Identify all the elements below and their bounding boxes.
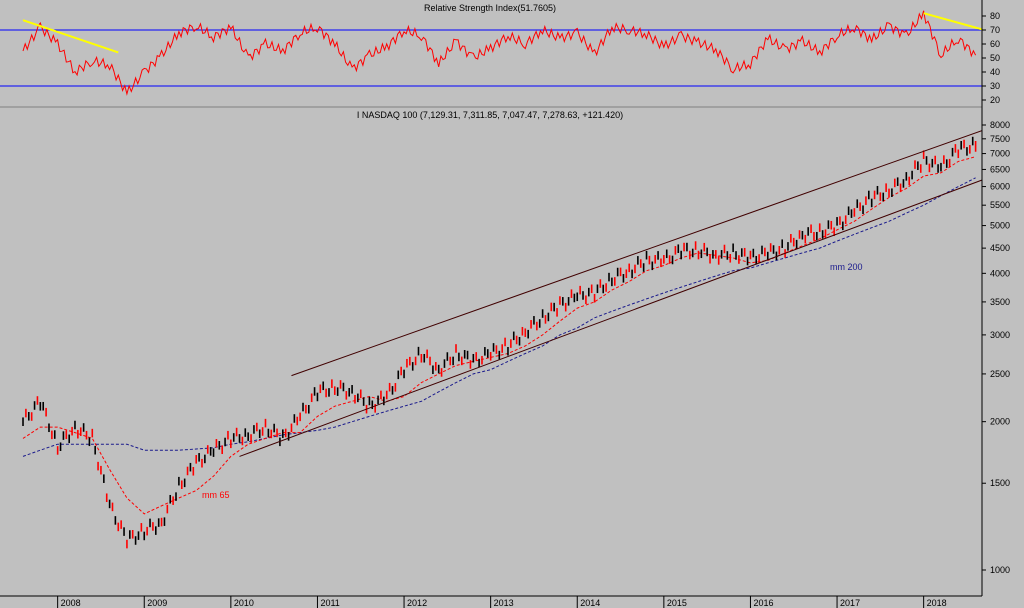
price-tick-label: 1000 bbox=[990, 565, 1010, 575]
price-bars bbox=[22, 136, 977, 549]
year-tick-label: 2016 bbox=[753, 598, 773, 608]
year-tick-label: 2017 bbox=[840, 598, 860, 608]
x-axis: 2008 2009 2010 2011 2012 2013 2014 2015 2016 2017… bbox=[0, 595, 1024, 608]
rsi-tick-label: 40 bbox=[990, 67, 1000, 77]
channel-line-1 bbox=[239, 172, 1002, 457]
price-lines bbox=[22, 156, 976, 515]
price-tick-label: 4000 bbox=[990, 268, 1010, 278]
mm65-line bbox=[22, 156, 976, 515]
rsi-trendlines bbox=[22, 12, 985, 54]
rsi-trendline-0 bbox=[22, 19, 119, 54]
mm65-label: mm 65 bbox=[202, 490, 230, 500]
price-tick-label: 3500 bbox=[990, 297, 1010, 307]
price-tick-label: 2000 bbox=[990, 417, 1010, 427]
mm200-line bbox=[22, 177, 976, 457]
price-tick-label: 6500 bbox=[990, 164, 1010, 174]
channel-lines bbox=[239, 123, 1002, 457]
price-ticks: 8000 7500 7000 6500 6000 5500 5000 4500 4000 3500… bbox=[982, 120, 1010, 575]
rsi-tick-label: 60 bbox=[990, 39, 1000, 49]
price-tick-label: 8000 bbox=[990, 120, 1010, 130]
price-tick-label: 1500 bbox=[990, 478, 1010, 488]
price-tick-label: 4500 bbox=[990, 243, 1010, 253]
rsi-ticks: 80 70 60 50 40 30 20 bbox=[982, 11, 1000, 105]
mm200-label: mm 200 bbox=[830, 262, 863, 272]
year-tick-label: 2018 bbox=[927, 598, 947, 608]
price-tick-label: 6000 bbox=[990, 182, 1010, 192]
rsi-panel-background bbox=[0, 0, 982, 107]
rsi-tick-label: 70 bbox=[990, 25, 1000, 35]
rsi-tick-label: 20 bbox=[990, 95, 1000, 105]
year-tick-label: 2009 bbox=[147, 598, 167, 608]
price-tick-label: 5000 bbox=[990, 221, 1010, 231]
year-tick-label: 2013 bbox=[494, 598, 514, 608]
year-tick-label: 2015 bbox=[667, 598, 687, 608]
y-axis: 80 70 60 50 40 30 20 8000 7500 7000 6500 6000 5500 5… bbox=[981, 0, 1024, 608]
rsi-title: Relative Strength Index(51.7605) bbox=[424, 3, 556, 13]
year-tick-label: 2010 bbox=[234, 598, 254, 608]
year-tick-label: 2012 bbox=[407, 598, 427, 608]
year-tick-label: 2011 bbox=[320, 598, 339, 608]
price-tick-label: 7000 bbox=[990, 149, 1010, 159]
rsi-panel: Relative Strength Index(51.7605) bbox=[0, 0, 985, 107]
rsi-line bbox=[22, 10, 977, 96]
price-panel: I NASDAQ 100 (7,129.31, 7,311.85, 7,047.… bbox=[0, 106, 1002, 549]
year-ticks: 2008 2009 2010 2011 2012 2013 2014 2015 2016 2017… bbox=[57, 596, 947, 608]
price-tick-label: 2500 bbox=[990, 369, 1010, 379]
rsi-trendline-1 bbox=[923, 12, 985, 31]
price-tick-label: 7500 bbox=[990, 134, 1010, 144]
price-tick-label: 3000 bbox=[990, 330, 1010, 340]
rsi-tick-label: 50 bbox=[990, 53, 1000, 63]
channel-line-0 bbox=[291, 123, 1002, 377]
x-axis-background bbox=[0, 596, 1024, 608]
rsi-tick-label: 30 bbox=[990, 81, 1000, 91]
year-tick-label: 2008 bbox=[61, 598, 81, 608]
rsi-tick-label: 80 bbox=[990, 11, 1000, 21]
year-tick-label: 2014 bbox=[580, 598, 600, 608]
price-tick-label: 5500 bbox=[990, 200, 1010, 210]
y-axis-background bbox=[982, 0, 1024, 608]
price-title: I NASDAQ 100 (7,129.31, 7,311.85, 7,047.… bbox=[357, 110, 623, 120]
